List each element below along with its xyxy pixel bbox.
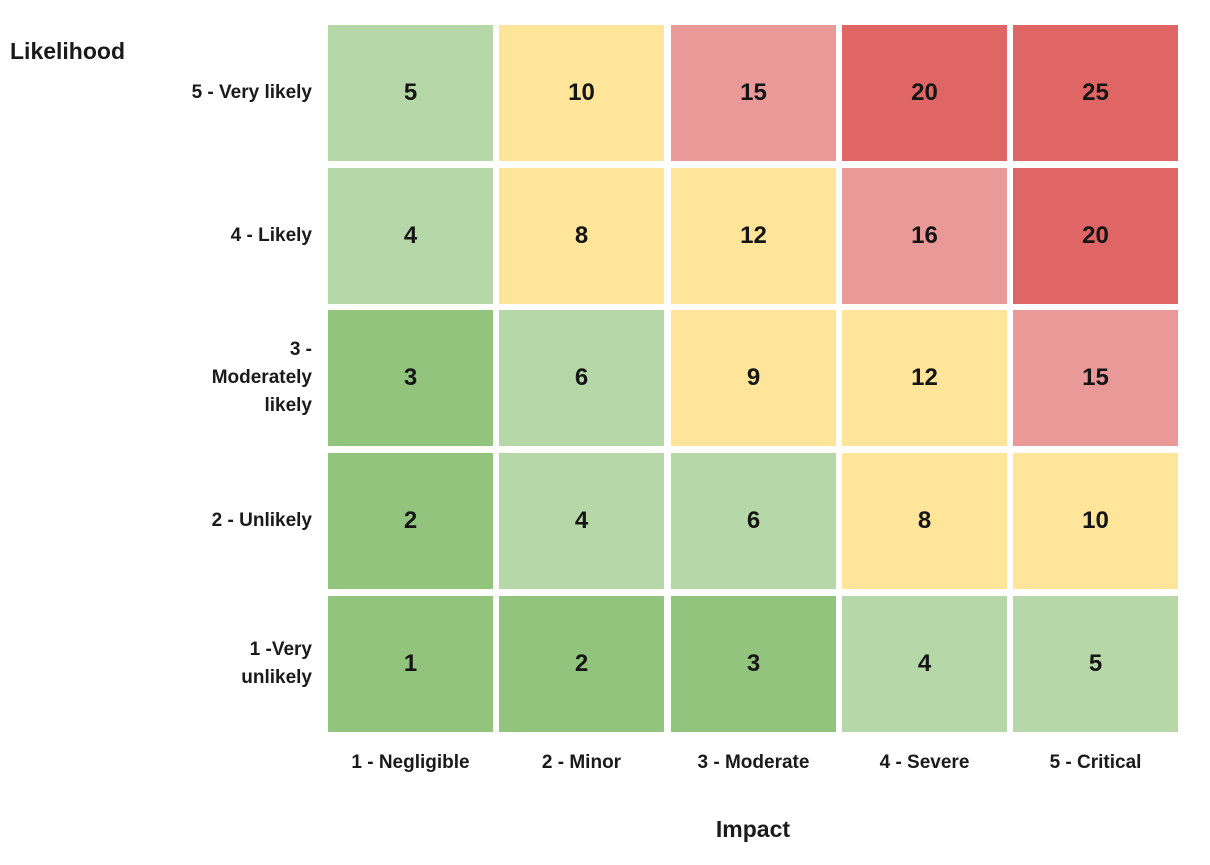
y-tick-label: 5 - Very likely — [150, 25, 312, 161]
heatmap-cell: 2 — [328, 453, 493, 589]
heatmap-cell: 20 — [1013, 168, 1178, 304]
y-tick-label: 3 - Moderately likely — [150, 310, 312, 446]
heatmap-cell: 4 — [499, 453, 664, 589]
y-tick-label-text: 5 - Very likely — [191, 82, 312, 103]
heatmap-cell: 8 — [499, 168, 664, 304]
heatmap-cell: 1 — [328, 596, 493, 732]
heatmap-cell: 5 — [1013, 596, 1178, 732]
heatmap-cell: 8 — [842, 453, 1007, 589]
heatmap-cell: 3 — [328, 310, 493, 446]
x-tick-label: 1 - Negligible — [351, 752, 470, 773]
y-tick-label: 4 - Likely — [150, 168, 312, 304]
x-tick-label: 3 - Moderate — [697, 752, 810, 773]
heatmap-cell: 15 — [671, 25, 836, 161]
heatmap-cell: 5 — [328, 25, 493, 161]
heatmap-cell: 10 — [1013, 453, 1178, 589]
y-tick-label-text: 3 - Moderately likely — [211, 339, 312, 416]
heatmap-cell: 10 — [499, 25, 664, 161]
y-axis-title: Likelihood — [10, 38, 125, 64]
x-tick-label: 5 - Critical — [1049, 752, 1142, 773]
heatmap-cell: 2 — [499, 596, 664, 732]
heatmap-cell: 6 — [671, 453, 836, 589]
heatmap-cell: 12 — [842, 310, 1007, 446]
heatmap-cell: 6 — [499, 310, 664, 446]
x-tick-label: 2 - Minor — [541, 752, 622, 773]
heatmap-cell: 4 — [842, 596, 1007, 732]
y-tick-label-text: 1 -Very unlikely — [241, 639, 312, 688]
heatmap-cell: 15 — [1013, 310, 1178, 446]
y-tick-label-text: 2 - Unlikely — [211, 510, 312, 531]
x-axis-title: Impact — [715, 816, 791, 842]
y-tick-label: 1 -Very unlikely — [150, 596, 312, 732]
heatmap-cell: 16 — [842, 168, 1007, 304]
y-tick-label-text: 4 - Likely — [230, 225, 312, 246]
heatmap-cell: 12 — [671, 168, 836, 304]
x-tick-label: 4 - Severe — [879, 752, 970, 773]
heatmap-cell: 20 — [842, 25, 1007, 161]
heatmap-cell: 25 — [1013, 25, 1178, 161]
heatmap-cell: 4 — [328, 168, 493, 304]
y-tick-label: 2 - Unlikely — [150, 453, 312, 589]
heatmap-cell: 3 — [671, 596, 836, 732]
heatmap-cell: 9 — [671, 310, 836, 446]
